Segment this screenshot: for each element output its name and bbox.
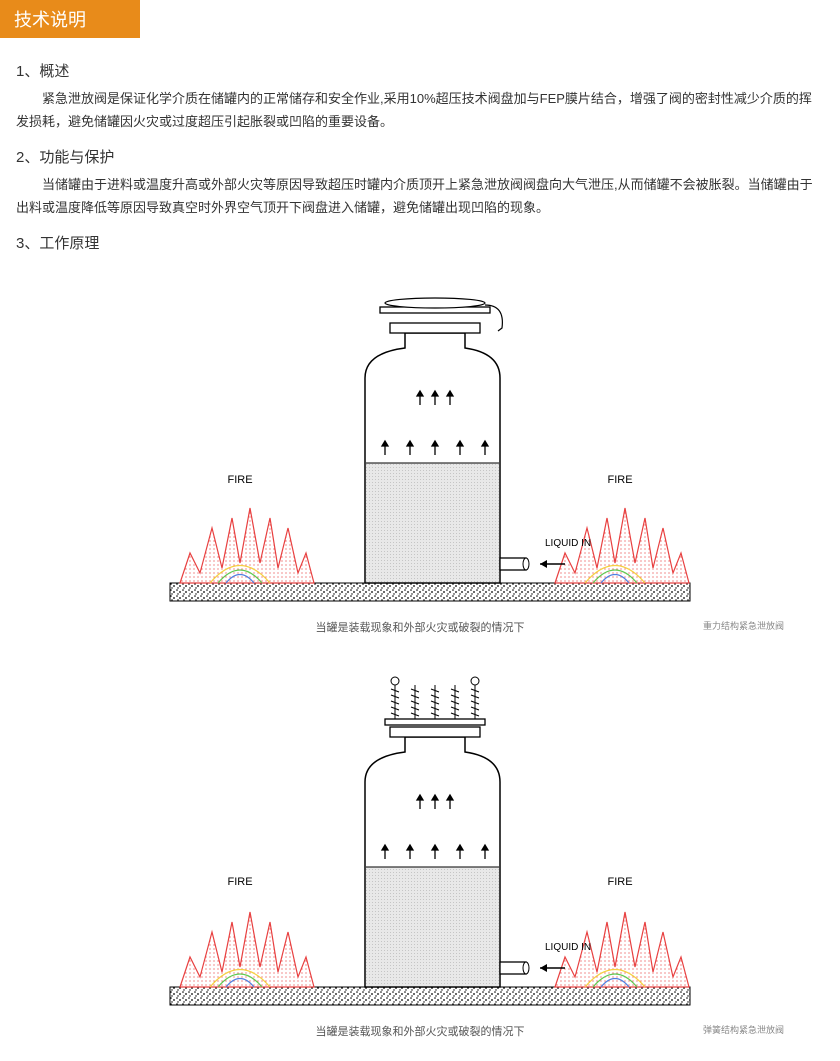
liquid-in-label-2: LIQUID IN [545,942,591,953]
diagram-1: FIRE FIRE [16,283,824,637]
page-title: 技术说明 [14,10,86,30]
diagram2-right-caption: 弹簧结构紧急泄放阀 [703,1023,784,1036]
fire-label-right-2: FIRE [607,876,632,888]
diagram1-right-caption: 重力结构紧急泄放阀 [703,619,784,632]
page-header: 技术说明 [0,0,140,38]
fire-label-right-1: FIRE [607,474,632,486]
section2-title: 2、功能与保护 [16,146,824,167]
section1-text: 紧急泄放阀是保证化学介质在储罐内的正常储存和安全作业,采用10%超压技术阀盘加与… [16,87,824,134]
diagram-2: FIRE FIRE [16,667,824,1041]
section1-title: 1、概述 [16,60,824,81]
fire-label-left-2: FIRE [227,876,252,888]
section2-text: 当储罐由于进料或温度升高或外部火灾等原因导致超压时罐内介质顶开上紧急泄放阀阀盘向… [16,173,824,220]
liquid-in-label-1: LIQUID IN [545,538,591,549]
tank-diagram-1-svg: FIRE FIRE [110,283,730,613]
tank-diagram-2-svg: FIRE FIRE [110,667,730,1017]
section3-title: 3、工作原理 [16,232,824,253]
content-area: 1、概述 紧急泄放阀是保证化学介质在储罐内的正常储存和安全作业,采用10%超压技… [0,38,840,1061]
fire-label-left-1: FIRE [227,474,252,486]
